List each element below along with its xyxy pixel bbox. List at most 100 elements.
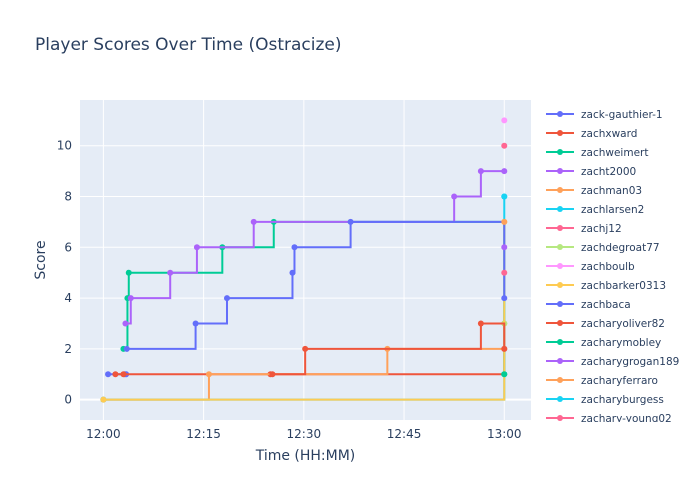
legend-label: zachbarker0313	[581, 280, 666, 292]
data-point	[193, 244, 200, 251]
legend-label: zachboulb	[581, 261, 635, 273]
series-zacharyoliver82	[269, 320, 508, 378]
legend-item[interactable]: zacharyburgess	[546, 394, 664, 406]
data-point	[347, 218, 354, 225]
legend-marker	[557, 301, 563, 307]
data-point	[127, 295, 134, 302]
legend-item[interactable]: zachbarker0313	[546, 280, 666, 292]
legend-marker	[557, 396, 563, 402]
data-point	[192, 320, 199, 327]
data-point	[302, 345, 309, 352]
data-point	[477, 320, 484, 327]
legend-marker	[557, 339, 563, 345]
series-zacharyferraro	[501, 218, 508, 225]
data-point	[451, 193, 458, 200]
legend-item[interactable]: zachlarsen2	[546, 204, 644, 216]
data-point	[100, 396, 107, 403]
y-axis-title: Score	[33, 240, 49, 279]
y-tick-label: 6	[64, 240, 72, 254]
series-zachj12	[501, 142, 508, 149]
y-tick-label: 2	[64, 342, 72, 356]
legend-item[interactable]: zacht2000	[546, 166, 636, 178]
chart-title: Player Scores Over Time (Ostracize)	[35, 35, 342, 55]
legend-label: zacharygrogan189	[581, 356, 679, 368]
legend-item[interactable]: zachj12	[546, 223, 622, 235]
data-point	[501, 218, 508, 225]
legend-label: zacharyburgess	[581, 394, 664, 406]
data-point	[123, 345, 130, 352]
data-point	[501, 269, 508, 276]
legend-marker	[557, 320, 563, 326]
data-point	[105, 371, 112, 378]
data-point	[501, 295, 508, 302]
data-point	[289, 269, 296, 276]
legend-item[interactable]: zachboulb	[546, 261, 635, 273]
data-point	[501, 345, 508, 352]
legend-marker	[557, 244, 563, 250]
legend-label: zachweimert	[581, 147, 648, 159]
legend-marker	[557, 282, 563, 288]
series-zacharymobley	[501, 371, 508, 378]
legend-item[interactable]: zachdegroat77	[546, 242, 660, 254]
legend-marker	[557, 168, 563, 174]
series-line	[125, 170, 505, 325]
legend-label: zachlarsen2	[581, 204, 644, 216]
data-point	[501, 168, 508, 175]
data-point	[223, 295, 230, 302]
data-point	[120, 371, 127, 378]
y-tick-label: 4	[64, 291, 72, 305]
legend-marker	[557, 263, 563, 269]
data-point	[125, 269, 132, 276]
legend-label: zachj12	[581, 223, 622, 235]
legend-label: zachdegroat77	[581, 242, 660, 254]
data-point	[501, 117, 508, 124]
legend-marker	[557, 225, 563, 231]
legend-label: zacharymobley	[581, 337, 661, 349]
series-zachbaca	[123, 218, 508, 352]
data-point	[122, 320, 129, 327]
legend-item[interactable]: zachary-young02	[546, 413, 672, 425]
x-tick-label: 12:15	[186, 427, 221, 441]
legend-item[interactable]: zachman03	[546, 185, 642, 197]
series-zachary-young02	[501, 269, 508, 276]
legend-label: zachxward	[581, 128, 637, 140]
legend-label: zacht2000	[581, 166, 636, 178]
legend-marker	[557, 111, 563, 117]
x-tick-label: 12:30	[287, 427, 322, 441]
legend-marker	[557, 206, 563, 212]
data-point	[291, 244, 298, 251]
legend-label: zachary-young02	[581, 413, 672, 425]
y-tick-label: 0	[64, 393, 72, 407]
data-point	[269, 371, 276, 378]
y-axis-ticks: 0 2 4 6 8 10	[57, 139, 72, 407]
legend-item[interactable]: zack-gauthier-1	[546, 109, 663, 121]
x-tick-label: 13:00	[487, 427, 522, 441]
data-point	[501, 371, 508, 378]
series-zacht2000	[122, 168, 508, 327]
legend-item[interactable]: zachweimert	[546, 147, 648, 159]
legend-label: zacharyferraro	[581, 375, 658, 387]
series-line	[272, 322, 506, 376]
legend-marker	[557, 358, 563, 364]
legend-marker	[557, 149, 563, 155]
data-point	[501, 193, 508, 200]
legend-item[interactable]: zacharygrogan189	[546, 356, 679, 368]
legend-label: zachbaca	[581, 299, 631, 311]
y-tick-label: 8	[64, 190, 72, 204]
x-axis-title: Time (HH:MM)	[255, 448, 356, 464]
legend-item[interactable]: zacharyoliver82	[546, 318, 665, 330]
x-tick-label: 12:45	[387, 427, 422, 441]
legend[interactable]: zack-gauthier-1 zachxward zachweimert zacht…	[546, 109, 679, 425]
x-tick-label: 12:00	[86, 427, 121, 441]
data-point	[167, 269, 174, 276]
legend-item[interactable]: zachxward	[546, 128, 637, 140]
legend-label: zachman03	[581, 185, 642, 197]
legend-marker	[557, 377, 563, 383]
series-zacharyburgess	[501, 193, 508, 200]
series-traces	[100, 117, 508, 403]
data-point	[477, 168, 484, 175]
legend-item[interactable]: zachbaca	[546, 299, 631, 311]
legend-item[interactable]: zacharymobley	[546, 337, 661, 349]
legend-item[interactable]: zacharyferraro	[546, 375, 658, 387]
